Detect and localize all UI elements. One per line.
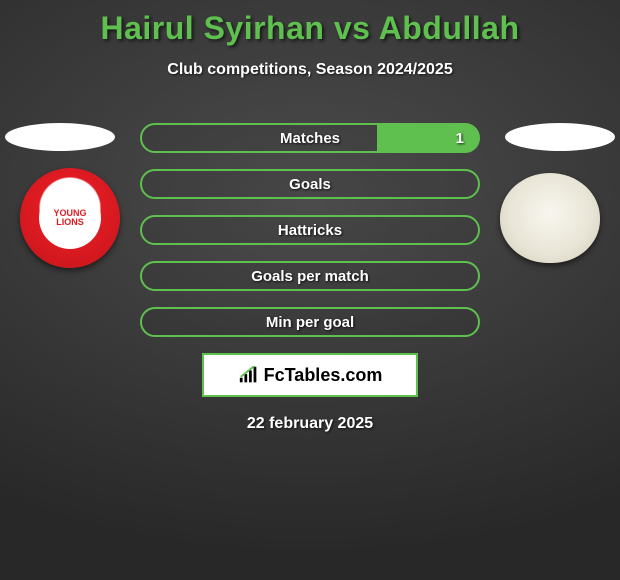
stats-list: Matches 1 Goals Hattricks Goals per matc… — [140, 123, 480, 337]
player-shadow-right — [505, 123, 615, 151]
stat-row-goals-per-match: Goals per match — [140, 261, 480, 291]
stat-label: Min per goal — [266, 314, 354, 331]
team-crest-right — [500, 173, 600, 263]
stat-label: Goals — [289, 176, 331, 193]
player-shadow-left — [5, 123, 115, 151]
stat-label: Hattricks — [278, 222, 342, 239]
brand-box: FcTables.com — [202, 353, 418, 397]
stat-row-matches: Matches 1 — [140, 123, 480, 153]
stat-row-hattricks: Hattricks — [140, 215, 480, 245]
stat-label: Matches — [280, 130, 340, 147]
comparison-body: YOUNG LIONS Matches 1 Goals Hattricks — [0, 123, 620, 433]
team-crest-left: YOUNG LIONS — [20, 168, 120, 268]
comparison-date: 22 february 2025 — [0, 415, 620, 433]
team-crest-left-label: YOUNG LIONS — [39, 187, 101, 249]
brand-text: FcTables.com — [264, 365, 383, 386]
stat-row-min-per-goal: Min per goal — [140, 307, 480, 337]
bars-icon — [238, 366, 260, 384]
stat-label: Goals per match — [251, 268, 369, 285]
stat-value-right: 1 — [456, 130, 464, 147]
comparison-subtitle: Club competitions, Season 2024/2025 — [0, 61, 620, 79]
stat-row-goals: Goals — [140, 169, 480, 199]
comparison-title: Hairul Syirhan vs Abdullah — [0, 0, 620, 47]
